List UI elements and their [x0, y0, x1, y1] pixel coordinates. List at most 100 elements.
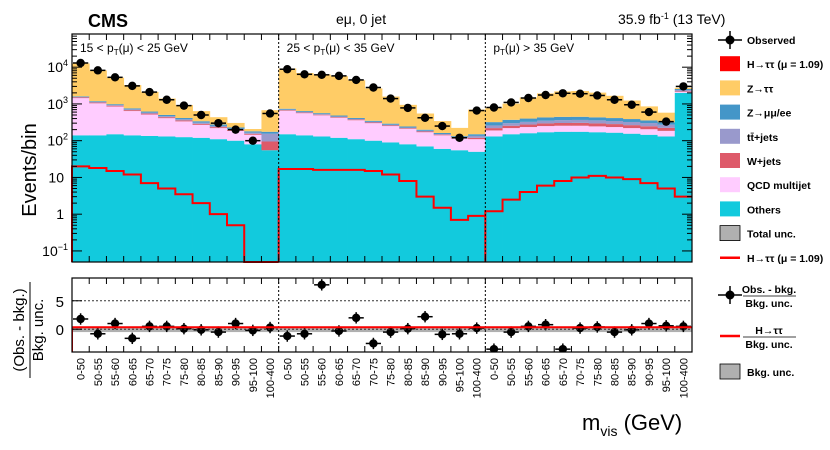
ratio-point — [76, 314, 85, 324]
x-axis-label: mvis (GeV) — [582, 410, 682, 439]
bar-ttbar — [588, 120, 607, 124]
bar-zmumu — [571, 116, 590, 120]
x-tick-label: 0-50 — [282, 358, 294, 380]
bar-wjets — [330, 117, 348, 118]
bar-qcd — [605, 127, 624, 133]
y-tick-label: 10−1 — [42, 242, 68, 259]
bar-others — [450, 150, 469, 262]
observed-point — [248, 136, 258, 145]
bar-wjets — [485, 128, 503, 131]
bar-wjets — [123, 110, 142, 112]
bar-qcd — [227, 130, 245, 141]
y-tick-label: 1 — [56, 206, 64, 222]
bar-ztautau — [140, 91, 159, 112]
bar-wjets — [72, 97, 90, 99]
ratio-point — [489, 344, 499, 352]
x-tick-label: 80-85 — [610, 358, 622, 386]
bar-qcd — [123, 111, 142, 136]
x-tick-label: 80-85 — [403, 358, 415, 386]
ratio-legend-num: H→ττ — [755, 325, 783, 337]
bar-others — [347, 139, 366, 262]
legend-swatch-zmumu — [720, 104, 740, 120]
bar-ttbar — [106, 105, 125, 106]
bar-ztautau — [571, 91, 590, 117]
legend-label-wjets: W+jets — [747, 156, 781, 168]
legend-label-observed: Observed — [747, 35, 795, 47]
bar-ttbar — [382, 124, 400, 126]
observed-point — [145, 87, 154, 97]
bar-qcd — [278, 110, 297, 135]
bar-ttbar — [347, 118, 366, 120]
bar-ztautau — [450, 127, 469, 137]
x-tick-label: 65-70 — [558, 358, 570, 386]
bar-others — [416, 146, 435, 262]
bar-wjets — [588, 123, 607, 127]
x-tick-label: 50-55 — [300, 358, 312, 386]
bar-others — [244, 144, 262, 262]
bar-zmumu — [399, 126, 417, 128]
bar-others — [623, 133, 641, 262]
bar-wjets — [674, 91, 692, 92]
signal-line — [484, 174, 692, 262]
bar-wjets — [657, 127, 676, 131]
bar-zmumu — [588, 117, 607, 121]
bar-zmumu — [295, 111, 314, 112]
observed-point — [265, 109, 275, 118]
ratio-point — [179, 324, 189, 333]
observed-point — [506, 98, 516, 107]
bar-ztautau — [313, 74, 331, 114]
observed-point — [455, 133, 464, 142]
observed-point — [162, 95, 171, 104]
bar-ttbar — [158, 116, 176, 118]
observed-point — [489, 103, 499, 112]
bar-wjets — [347, 119, 366, 121]
x-tick-label: 80-85 — [196, 358, 208, 386]
bar-zmumu — [175, 118, 193, 120]
signal-line — [71, 165, 279, 263]
ratio-point — [386, 327, 395, 337]
ratio-point — [128, 334, 137, 343]
bar-others — [123, 135, 142, 262]
region-labels: 15 < pT(μ) < 25 GeV 25 < pT(μ) < 35 GeV pT… — [80, 41, 574, 57]
bar-ztautau — [347, 80, 366, 118]
ratio-legend-label: Bkg. unc. — [747, 367, 794, 379]
bar-qcd — [674, 91, 692, 93]
legend-label-qcd: QCD multijet — [747, 180, 811, 192]
bar-others — [399, 144, 417, 262]
bar-wjets — [433, 134, 452, 136]
observed-point — [76, 58, 85, 68]
ratio-point — [420, 312, 430, 321]
bar-qcd — [519, 127, 538, 134]
legend-label-ttbar: tt̄+jets — [747, 132, 778, 144]
bar-zmumu — [347, 117, 366, 119]
main-overlay — [71, 34, 692, 263]
bar-wjets — [209, 127, 228, 129]
legend-label-signal_fill: H→ττ (μ = 1.09) — [747, 59, 823, 71]
bar-wjets — [623, 125, 641, 129]
ratio-legend: Obs. - bkg. Bkg. unc. H→ττ Bkg. unc. Bkg. un… — [718, 284, 796, 380]
ratio-y-label-num: (Obs. - bkg.) — [11, 288, 28, 371]
legend-swatch-signal_fill — [720, 56, 740, 72]
bar-wjets — [416, 131, 435, 133]
bar-ttbar — [537, 120, 555, 124]
legend-label-zmumu: Z→μμ/ee — [747, 108, 792, 120]
bar-wjets — [554, 122, 572, 126]
bar-zmumu — [640, 120, 658, 124]
bar-zmumu — [519, 118, 538, 122]
x-tick-label: 95-100 — [248, 358, 260, 392]
bar-others — [192, 137, 211, 262]
bar-others — [468, 151, 486, 262]
channel-label: eμ, 0 jet — [336, 11, 386, 27]
observed-point — [420, 113, 430, 122]
legend-label-signal_line: H→ττ (μ = 1.09) — [747, 253, 823, 265]
bar-ttbar — [175, 119, 193, 121]
observed-point — [128, 81, 137, 91]
bar-wjets — [106, 105, 125, 107]
bar-qcd — [140, 114, 159, 136]
legend-swatch-others — [720, 201, 740, 217]
ratio-point — [438, 330, 447, 339]
bar-zmumu — [313, 113, 331, 115]
bar-ttbar — [485, 125, 503, 129]
bar-others — [89, 135, 107, 262]
ratio-tick-label: 5 — [56, 294, 64, 311]
